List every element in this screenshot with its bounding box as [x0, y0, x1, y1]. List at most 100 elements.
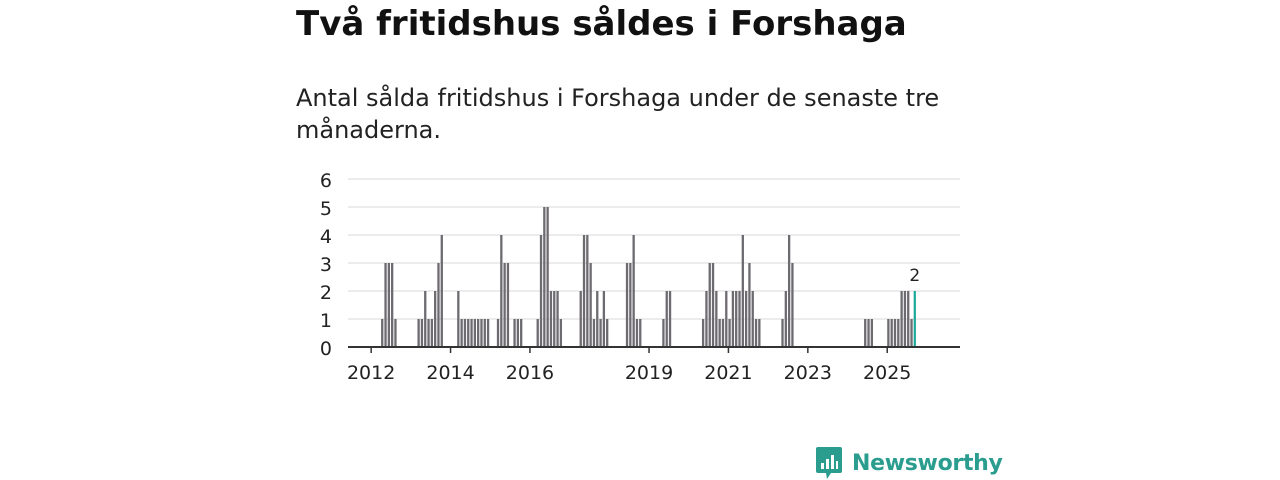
bar [887, 319, 890, 347]
bar [437, 263, 440, 347]
bar [738, 291, 741, 347]
bar [708, 263, 711, 347]
bar [744, 291, 748, 347]
data-label: 2 [909, 266, 920, 286]
bar [556, 291, 559, 347]
y-axis-ticks: 0 1 2 3 4 5 6 [320, 170, 332, 360]
y-tick-label: 4 [320, 226, 332, 248]
bar [506, 263, 510, 347]
highlight-bar [913, 291, 916, 347]
bar [516, 319, 520, 347]
bar [787, 235, 791, 347]
bar [381, 319, 384, 347]
bar [430, 319, 434, 347]
bar [559, 319, 563, 347]
x-tick-label: 2016 [506, 362, 554, 384]
bar [460, 319, 463, 347]
chart-title: Två fritidshus såldes i Forshaga [296, 4, 907, 44]
bar [606, 319, 609, 347]
x-tick-label: 2012 [347, 362, 395, 384]
bar [718, 319, 721, 347]
bar [463, 319, 467, 347]
bar [758, 319, 761, 347]
bar [553, 291, 556, 347]
bar [751, 291, 754, 347]
bar [639, 319, 642, 347]
x-tick-label: 2021 [704, 362, 752, 384]
bar [549, 291, 553, 347]
bar [500, 235, 503, 347]
bar [470, 319, 473, 347]
bar [582, 235, 586, 347]
bar [629, 263, 632, 347]
y-tick-label: 3 [320, 254, 332, 276]
bar [781, 319, 784, 347]
bar [897, 319, 900, 347]
bar [665, 291, 668, 347]
bar [890, 319, 893, 347]
bar [602, 291, 606, 347]
bar [701, 319, 705, 347]
bar [784, 291, 787, 347]
bar [754, 319, 758, 347]
bar [539, 235, 543, 347]
bar [387, 263, 391, 347]
gridlines [348, 178, 960, 320]
brand-name: Newsworthy [852, 450, 1003, 476]
x-tick-label: 2023 [784, 362, 832, 384]
y-tick-label: 2 [320, 282, 332, 304]
bar [725, 291, 728, 347]
bars [381, 207, 916, 347]
bar [427, 319, 430, 347]
bar [503, 263, 506, 347]
bar [741, 235, 744, 347]
bar [592, 319, 596, 347]
bar [496, 319, 500, 347]
bar [900, 291, 903, 347]
x-tick-label: 2019 [625, 362, 673, 384]
bar [748, 263, 751, 347]
chart-subtitle: Antal sålda fritidshus i Forshaga under … [296, 84, 940, 144]
bar [586, 235, 589, 347]
bar [731, 291, 735, 347]
bar [579, 291, 582, 347]
bar [910, 319, 913, 347]
bar [477, 319, 480, 347]
bar [715, 291, 718, 347]
bar [520, 319, 523, 347]
bar [625, 263, 629, 347]
bar [467, 319, 470, 347]
x-tick-label: 2014 [426, 362, 474, 384]
bar [391, 263, 394, 347]
bar [705, 291, 708, 347]
bar [711, 263, 715, 347]
data-labels: 2 [909, 266, 920, 286]
bar [543, 207, 546, 347]
bar [599, 319, 602, 347]
bar [662, 319, 665, 347]
bar [457, 291, 460, 347]
x-tick-label: 2025 [863, 362, 911, 384]
bar [728, 319, 731, 347]
bar [546, 207, 549, 347]
bar [735, 291, 738, 347]
bar [513, 319, 516, 347]
bar [417, 319, 420, 347]
bar-chart: 0 1 2 3 4 5 6 2012 2014 2016 2019 2021 2023 2025 2 [320, 170, 960, 384]
newsworthy-logo-icon [816, 447, 842, 479]
y-tick-label: 6 [320, 170, 332, 192]
bar [394, 319, 397, 347]
bar [420, 319, 424, 347]
bar [589, 263, 592, 347]
bar [632, 235, 635, 347]
bar [424, 291, 427, 347]
brand-logo: Newsworthy [814, 446, 1003, 480]
bar [480, 319, 483, 347]
bar [791, 263, 794, 347]
y-tick-label: 0 [320, 338, 332, 360]
bar [440, 235, 443, 347]
bar [486, 319, 490, 347]
bar [384, 263, 387, 347]
bar [893, 319, 897, 347]
bar [668, 291, 672, 347]
